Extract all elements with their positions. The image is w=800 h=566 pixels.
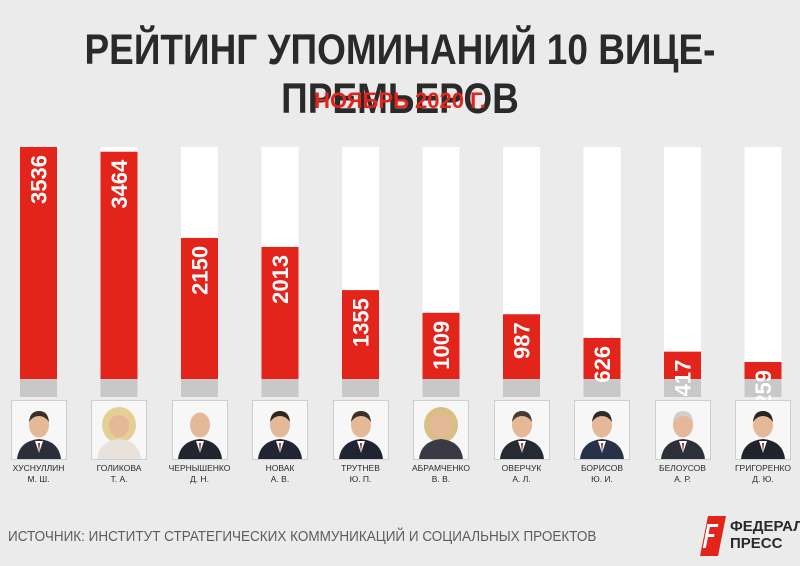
person-name: БОРИСОВ Ю. И. xyxy=(562,463,642,485)
person-surname: ЧЕРНЫШЕНКО xyxy=(168,463,231,473)
portrait-woman-blonde-icon xyxy=(413,400,469,460)
bar xyxy=(583,337,621,379)
bar xyxy=(20,147,57,379)
bar-group: 417 xyxy=(664,147,701,397)
bar-group: 2150 xyxy=(181,147,218,397)
bar xyxy=(503,314,540,379)
person-initials: М. Ш. xyxy=(27,474,50,484)
person-surname: БЕЛОУСОВ xyxy=(659,463,706,473)
person-name: ГРИГОРЕНКО Д. Ю. xyxy=(723,463,800,485)
bar xyxy=(664,351,701,379)
logo-line-2: ПРЕСС xyxy=(730,535,783,552)
person-name: НОВАК А. В. xyxy=(240,463,320,485)
bar-base xyxy=(583,379,621,397)
person-initials: Д. Н. xyxy=(190,474,209,484)
bar-value-label: 1355 xyxy=(349,298,374,347)
person-surname: ГРИГОРЕНКО xyxy=(734,463,792,473)
bar-value-label: 626 xyxy=(590,346,615,383)
bar-group: 626 xyxy=(583,147,621,397)
source-note: ИСТОЧНИК: ИНСТИТУТ СТРАТЕГИЧЕСКИХ КОММУН… xyxy=(8,528,597,545)
person-name: ЧЕРНЫШЕНКО Д. Н. xyxy=(160,463,240,485)
person-name: ХУСНУЛЛИН М. Ш. xyxy=(0,463,79,485)
person-initials: А. В. xyxy=(270,474,290,484)
portrait-man-gray-icon xyxy=(654,400,711,460)
bar xyxy=(342,290,379,379)
bar-group: 2013 xyxy=(261,147,299,397)
bar xyxy=(744,362,782,379)
bar-value-label: 3464 xyxy=(107,159,132,209)
bar-group: 3464 xyxy=(100,147,138,397)
portrait-man-suit-icon xyxy=(493,400,550,460)
bar-group: 1009 xyxy=(422,147,460,397)
logo-line-1: ФЕДЕРАЛ xyxy=(730,518,800,535)
person-initials: А. Л. xyxy=(512,474,531,484)
person-surname: ГОЛИКОВА xyxy=(96,463,142,473)
bar-value-label: 1009 xyxy=(429,321,454,370)
bar-value-label: 259 xyxy=(751,370,776,400)
person-initials: А. Р. xyxy=(674,474,691,484)
bar-base xyxy=(342,379,379,397)
person-surname: ОВЕРЧУК xyxy=(501,463,542,473)
person-initials: Д. Ю. xyxy=(752,474,774,484)
person-initials: В. В. xyxy=(431,474,451,484)
federal-press-logo: ФЕДЕРАЛ ПРЕСС xyxy=(700,514,800,560)
person-initials: Ю. И. xyxy=(591,474,613,484)
person-initials: Ю. П. xyxy=(349,474,372,484)
bar-base xyxy=(20,379,57,397)
portrait-man-suit-icon xyxy=(10,400,67,460)
bar-track xyxy=(664,147,701,379)
person-name: ГОЛИКОВА Т. А. xyxy=(79,463,159,485)
portrait-man-bald-icon xyxy=(171,400,228,460)
person-surname: ХУСНУЛЛИН xyxy=(12,463,65,473)
bar-base xyxy=(100,379,138,397)
bar-base xyxy=(503,379,540,397)
person-surname: НОВАК xyxy=(265,463,295,473)
bar-group: 259 xyxy=(744,147,782,400)
person-name: АБРАМЧЕНКО В. В. xyxy=(401,463,481,485)
bar-value-label: 2150 xyxy=(188,246,213,295)
bar-base xyxy=(422,379,460,397)
bar-group: 3536 xyxy=(20,147,57,397)
bar-group: 987 xyxy=(503,147,540,397)
person-name: ОВЕРЧУК А. Л. xyxy=(482,463,562,485)
bar-value-label: 2013 xyxy=(268,255,293,304)
bar-chart: 3536 3464 2150 2013 1355 1009 987 626 417 259 xyxy=(20,147,782,400)
person-surname: АБРАМЧЕНКО xyxy=(412,463,470,473)
chart-title: РЕЙТИНГ УПОМИНАНИЙ 10 ВИЦЕ-ПРЕМЬЕРОВ xyxy=(84,26,716,123)
bar-value-label: 417 xyxy=(671,360,696,397)
bar xyxy=(100,151,138,379)
bar-value-label: 3536 xyxy=(27,155,52,204)
bar xyxy=(261,246,299,379)
bar xyxy=(422,312,460,379)
bar-track xyxy=(744,147,782,379)
portrait-man-suit-icon xyxy=(252,400,308,460)
portrait-man-suit-icon xyxy=(574,400,630,460)
person-initials: Т. А. xyxy=(110,474,128,484)
bar-base xyxy=(744,379,782,397)
portrait-man-suit-icon xyxy=(735,400,791,460)
bar-group: 1355 xyxy=(342,147,379,397)
person-surname: БОРИСОВ xyxy=(580,463,624,473)
bar-base xyxy=(261,379,299,397)
portrait-woman-blonde-icon xyxy=(91,400,147,460)
person-name: ТРУТНЕВ Ю. П. xyxy=(321,463,401,485)
person-surname: ТРУТНЕВ xyxy=(341,463,380,473)
bar-base xyxy=(664,379,701,397)
bar-value-label: 987 xyxy=(510,322,535,359)
fp-logo-icon xyxy=(700,516,726,556)
portrait-man-suit-icon xyxy=(332,400,389,460)
bar-base xyxy=(181,379,218,397)
person-name: БЕЛОУСОВ А. Р. xyxy=(643,463,723,485)
chart-subtitle: НОЯБРЬ 2020 Г. xyxy=(314,88,486,113)
bar xyxy=(181,237,218,379)
